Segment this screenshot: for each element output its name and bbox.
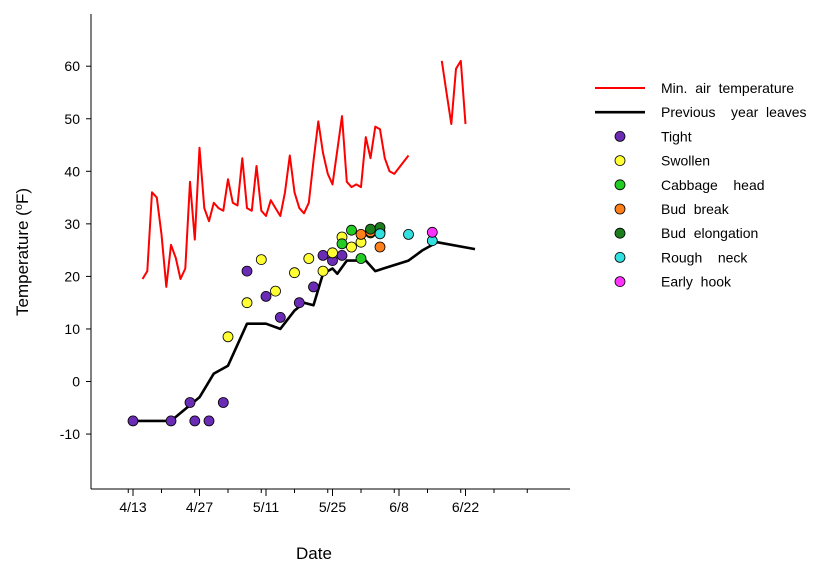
data-point — [260, 290, 272, 302]
legend-label: Bud break — [661, 201, 730, 217]
data-point — [374, 241, 386, 253]
series-lines — [133, 59, 476, 423]
y-axis-ticks: -10 0 10 20 30 40 50 60 — [60, 58, 91, 442]
x-tick-label: 6/22 — [452, 499, 479, 515]
data-point — [327, 247, 338, 259]
x-tick-label: 5/11 — [253, 499, 279, 515]
legend-label: Early hook — [661, 274, 732, 290]
data-point — [189, 415, 201, 427]
data-point — [241, 297, 253, 309]
x-tick-label: 6/8 — [389, 499, 409, 515]
series-line — [133, 240, 476, 423]
data-point — [165, 415, 177, 427]
data-point — [303, 253, 315, 264]
data-point — [203, 415, 215, 427]
data-point — [308, 281, 319, 293]
legend-marker-swatch — [614, 227, 626, 239]
y-tick-label: 20 — [64, 268, 80, 284]
x-tick-label: 5/25 — [319, 499, 346, 515]
x-axis-ticks: 4/13 4/27 5/11 5/25 6/8 6/22 — [119, 489, 528, 515]
legend-label: Cabbage head — [661, 177, 765, 193]
y-tick-label: 10 — [64, 321, 80, 337]
data-point — [222, 331, 234, 343]
data-point — [336, 249, 348, 261]
legend-label: Rough neck — [661, 249, 748, 265]
data-point — [255, 254, 267, 266]
legend-label: Bud elongation — [661, 225, 758, 241]
legend-label: Min. air temperature — [661, 80, 794, 96]
data-point — [317, 249, 329, 261]
data-point — [365, 223, 376, 235]
y-tick-label: 60 — [64, 58, 80, 74]
series-points — [127, 222, 438, 427]
legend-marker-swatch — [614, 179, 626, 191]
data-point — [346, 224, 357, 236]
legend-label: Tight — [661, 128, 692, 144]
legend: Min. air temperature Previous year leaves… — [595, 80, 807, 290]
data-point — [241, 265, 253, 277]
legend-marker-swatch — [614, 251, 626, 263]
legend-marker-swatch — [614, 130, 626, 142]
legend-marker-swatch — [614, 276, 626, 288]
data-point — [217, 397, 229, 408]
data-point — [184, 397, 196, 408]
data-point — [426, 226, 438, 238]
data-point — [293, 297, 305, 309]
x-tick-label: 4/13 — [119, 499, 146, 515]
y-tick-label: -10 — [60, 426, 80, 442]
data-point — [374, 228, 386, 240]
degree-superscript: o — [13, 204, 25, 210]
legend-label: Previous year leaves — [661, 104, 807, 120]
legend-label: Swollen — [661, 153, 710, 169]
data-point — [289, 267, 300, 279]
data-point — [346, 241, 357, 253]
series-line — [440, 59, 467, 125]
y-axis-title: Temperature (oF) — [13, 188, 32, 316]
x-axis-title: Date — [296, 544, 332, 563]
data-point — [336, 238, 348, 250]
y-tick-label: 50 — [64, 111, 80, 127]
data-point — [317, 265, 329, 277]
plot-area: -10 0 10 20 30 40 50 60 4/13 4/27 5/11 5/25 6/8 6/22 — [60, 14, 570, 515]
series-line — [141, 115, 410, 288]
x-tick-label: 4/27 — [186, 499, 213, 515]
legend-marker-swatch — [614, 155, 626, 167]
data-point — [355, 228, 367, 240]
y-tick-label: 40 — [64, 163, 80, 179]
data-point — [355, 253, 367, 264]
data-point — [127, 415, 139, 427]
y-tick-label: 0 — [72, 374, 80, 390]
data-point — [270, 285, 281, 297]
legend-marker-swatch — [614, 203, 626, 215]
data-point — [403, 228, 414, 240]
y-tick-label: 30 — [64, 216, 80, 232]
data-point — [274, 311, 286, 323]
